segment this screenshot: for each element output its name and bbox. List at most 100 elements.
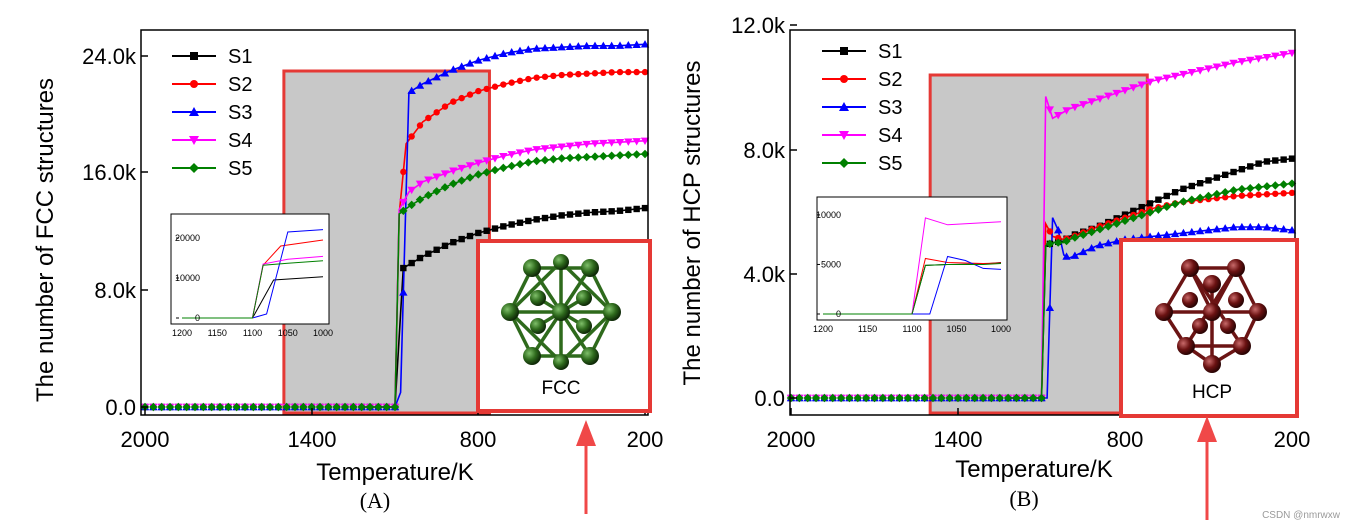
data-point-s4: [1129, 84, 1138, 92]
inset-x-tick-label: 1050: [278, 328, 298, 338]
data-point-s2: [475, 87, 482, 95]
data-point-s3: [1221, 224, 1230, 232]
data-point-s5: [524, 158, 533, 167]
inset-x-tick-label: 1200: [813, 324, 833, 334]
data-point-s4: [440, 170, 450, 178]
y-tick-label: 12.0k: [731, 13, 786, 38]
data-point-s5: [1170, 199, 1180, 209]
data-point-s2: [1255, 191, 1262, 198]
data-point-s5: [515, 160, 525, 169]
data-point-s4: [532, 146, 541, 154]
x-tick-label: 800: [1107, 427, 1144, 452]
data-point-s2: [466, 91, 474, 98]
data-point-s3: [482, 53, 491, 62]
data-point-s3: [449, 65, 458, 73]
data-point-s3: [457, 62, 466, 70]
y-tick-label: 4.0k: [743, 262, 786, 287]
data-point-s5: [407, 200, 416, 210]
data-point-s5: [970, 393, 979, 403]
data-point-s1: [1188, 182, 1195, 190]
data-point-s4: [599, 139, 608, 148]
data-point-s5: [399, 206, 408, 216]
data-point-s1: [508, 221, 515, 228]
data-point-s4: [574, 141, 583, 150]
data-point-s1: [1263, 158, 1271, 165]
data-point-s5: [390, 402, 400, 412]
panel-label-a: (A): [360, 488, 391, 513]
data-point-s4: [1187, 69, 1196, 77]
data-point-s5: [307, 402, 316, 412]
data-point-s1: [491, 225, 499, 232]
legend-label-s3: S3: [228, 102, 252, 124]
legend-marker-s2: [190, 80, 198, 88]
data-point-s2: [550, 72, 557, 80]
data-point-s5: [507, 161, 516, 171]
data-point-s3: [465, 59, 475, 67]
data-point-s5: [1212, 189, 1222, 199]
data-point-s2: [450, 98, 457, 105]
data-point-s3: [1062, 252, 1071, 260]
data-point-s1: [1255, 160, 1262, 167]
y-axis-title-a: The number of FCC structures: [32, 78, 59, 402]
data-point-s5: [382, 402, 391, 412]
data-point-s2: [441, 103, 449, 110]
data-point-s4: [607, 139, 616, 147]
data-point-s3: [1154, 231, 1163, 239]
data-point-s3: [557, 43, 566, 51]
data-point-s5: [1095, 225, 1105, 234]
data-point-s5: [182, 402, 191, 412]
data-point-s3: [549, 43, 558, 51]
inset-y-tick-label: 0: [836, 309, 841, 319]
data-point-s3: [474, 56, 483, 64]
data-point-s5: [1246, 183, 1255, 193]
data-point-s4: [465, 162, 475, 170]
data-point-s3: [499, 49, 508, 58]
data-point-s1: [1171, 189, 1179, 196]
data-point-s5: [299, 402, 308, 412]
data-point-s4: [632, 138, 641, 146]
inset-y-tick-label: 5000: [821, 259, 841, 269]
legend-label-s3: S3: [878, 97, 902, 119]
data-point-s2: [1230, 193, 1237, 200]
data-point-s1: [1213, 174, 1221, 181]
inset-x-tick-label: 1000: [991, 324, 1011, 334]
data-point-s5: [415, 195, 425, 204]
data-point-s5: [928, 393, 938, 403]
data-point-s3: [440, 69, 450, 77]
data-point-s3: [1045, 303, 1055, 312]
data-point-s2: [516, 77, 524, 85]
data-point-s2: [566, 71, 574, 78]
data-point-s3: [490, 51, 500, 60]
data-point-s5: [920, 393, 929, 403]
data-point-s4: [524, 147, 533, 155]
inset-frame-b: [816, 196, 1008, 321]
data-point-s4: [540, 145, 550, 153]
data-point-s3: [532, 44, 541, 52]
legend-a: S1 S2 S3 S4 S5: [172, 46, 252, 180]
data-point-s1: [625, 206, 632, 214]
data-point-s1: [458, 235, 465, 243]
data-point-s4: [1104, 92, 1113, 101]
inset-line-s5: [823, 263, 1002, 315]
data-point-s1: [500, 223, 507, 230]
data-point-s3: [632, 40, 641, 48]
data-point-s5: [432, 187, 441, 196]
data-point-s5: [811, 393, 821, 403]
data-point-s5: [257, 402, 266, 412]
data-point-s2: [600, 69, 607, 77]
data-point-s5: [870, 393, 879, 403]
data-point-s5: [207, 402, 216, 412]
data-point-s5: [474, 170, 483, 179]
data-point-s4: [1162, 74, 1171, 83]
data-point-s4: [1212, 63, 1222, 71]
data-point-s2: [558, 71, 565, 79]
data-point-s5: [937, 393, 946, 403]
data-point-s3: [1246, 222, 1255, 231]
data-point-s4: [1070, 103, 1080, 112]
data-point-s3: [1170, 229, 1180, 238]
x-tick-label: 200: [627, 427, 664, 452]
data-point-s5: [820, 393, 829, 403]
data-point-s3: [1254, 222, 1263, 231]
